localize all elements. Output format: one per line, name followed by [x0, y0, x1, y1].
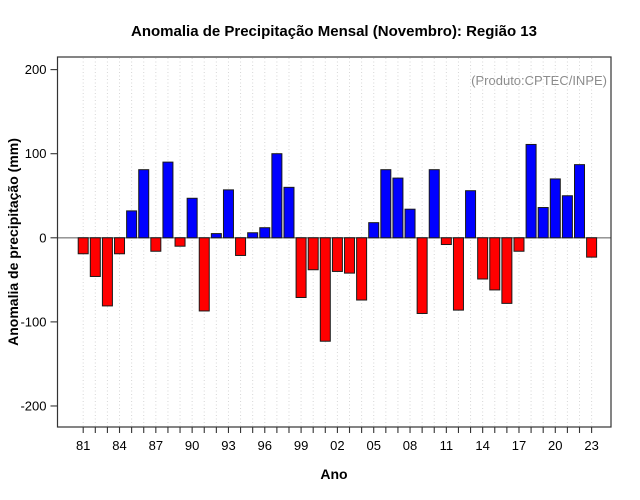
bar-2013 [465, 190, 477, 239]
bar-2006 [380, 169, 392, 239]
bar-1981 [77, 237, 89, 255]
x-tick-label-87: 87 [149, 438, 163, 453]
bar-2014 [477, 237, 489, 280]
bar-1994 [235, 237, 247, 256]
bar-2012 [452, 237, 464, 311]
x-tick-label-17: 17 [512, 438, 526, 453]
bar-1997 [271, 153, 283, 239]
bar-1991 [198, 237, 210, 312]
producer-annotation: (Produto:CPTEC/INPE) [471, 73, 607, 88]
chart-title: Anomalia de Precipitação Mensal (Novembr… [131, 23, 537, 40]
bar-2003 [344, 237, 356, 274]
bar-1990 [186, 197, 198, 239]
x-tick-label-90: 90 [185, 438, 199, 453]
bar-1993 [222, 189, 234, 239]
bar-1992 [210, 233, 222, 239]
x-tick-label-84: 84 [112, 438, 126, 453]
bar-1984 [114, 237, 126, 255]
y-tick-label--200: -200 [20, 398, 46, 413]
bar-2007 [392, 177, 404, 239]
bar-1999 [295, 237, 307, 298]
x-axis-label: Ano [320, 466, 348, 482]
bar-1995 [247, 232, 259, 239]
x-tick-label-20: 20 [548, 438, 562, 453]
bar-2001 [319, 237, 331, 342]
bar-2017 [513, 237, 525, 252]
bar-2002 [331, 237, 343, 272]
x-tick-label-14: 14 [475, 438, 489, 453]
bar-1988 [162, 161, 174, 239]
x-tick-label-81: 81 [76, 438, 90, 453]
bar-1985 [126, 210, 138, 239]
bar-1996 [259, 227, 271, 239]
bar-2008 [404, 208, 416, 239]
x-tick-label-11: 11 [440, 438, 454, 453]
bar-2023 [586, 237, 598, 258]
bar-1998 [283, 186, 295, 239]
bar-1987 [150, 237, 162, 252]
bar-1986 [138, 169, 150, 239]
bar-2018 [525, 143, 537, 239]
bar-2009 [416, 237, 428, 314]
x-tick-label-08: 08 [403, 438, 417, 453]
bar-2005 [368, 222, 380, 239]
x-tick-label-05: 05 [366, 438, 380, 453]
plot-frame [56, 56, 612, 428]
x-tick-label-99: 99 [294, 438, 308, 453]
y-tick-label-100: 100 [25, 146, 47, 161]
x-tick-label-02: 02 [330, 438, 344, 453]
bar-2010 [428, 169, 440, 239]
bar-2011 [440, 237, 452, 246]
bar-2000 [307, 237, 319, 271]
bar-2021 [561, 195, 573, 239]
bar-2019 [537, 207, 549, 239]
bar-2004 [356, 237, 368, 301]
y-tick-label-0: 0 [39, 230, 46, 245]
bar-2015 [489, 237, 501, 291]
y-tick-label-200: 200 [25, 62, 47, 77]
bar-2020 [549, 178, 561, 239]
bar-1989 [174, 237, 186, 247]
bar-2022 [574, 164, 586, 239]
bar-1983 [101, 237, 113, 307]
x-tick-label-93: 93 [221, 438, 235, 453]
bar-1982 [89, 237, 101, 277]
bar-2016 [501, 237, 513, 304]
x-tick-label-96: 96 [258, 438, 272, 453]
x-tick-label-23: 23 [584, 438, 598, 453]
y-tick-label--100: -100 [20, 314, 46, 329]
